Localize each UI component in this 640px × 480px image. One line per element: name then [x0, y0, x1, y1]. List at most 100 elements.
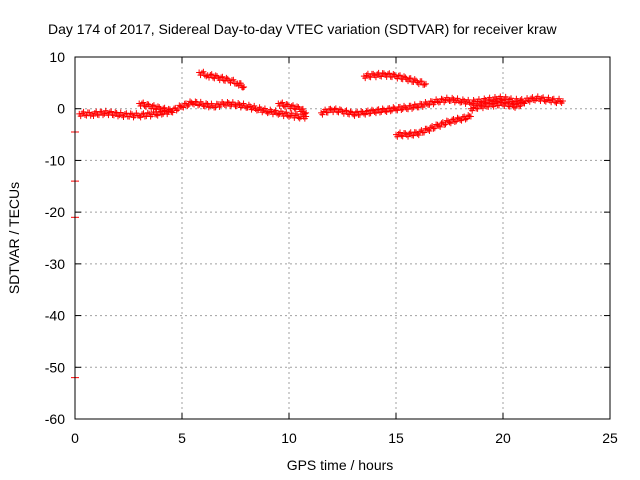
data-point [279, 99, 286, 106]
data-point [545, 94, 552, 101]
x-tick-label: 0 [71, 430, 79, 446]
data-point [518, 99, 525, 106]
y-tick-label: -40 [45, 308, 65, 324]
data-point [398, 107, 405, 114]
data-point [342, 108, 349, 115]
data-point [343, 107, 350, 114]
data-point [168, 108, 175, 115]
data-point [386, 70, 393, 77]
data-point [322, 106, 329, 113]
data-point [534, 93, 541, 100]
data-point [299, 105, 306, 112]
data-point [526, 98, 533, 105]
data-point [401, 73, 408, 80]
data-point [362, 75, 369, 82]
data-point [430, 125, 437, 132]
data-point [160, 105, 167, 112]
data-point [421, 129, 428, 136]
data-point [265, 109, 272, 116]
data-point [230, 76, 237, 83]
data-point [117, 109, 124, 116]
data-points [71, 68, 566, 379]
data-point [512, 104, 519, 111]
data-point [247, 103, 254, 110]
data-point [418, 100, 425, 107]
data-point [351, 112, 358, 119]
data-point [90, 112, 97, 119]
y-tick-label: -20 [45, 204, 65, 220]
data-point [508, 100, 515, 107]
data-point [324, 109, 331, 116]
data-point [469, 107, 476, 114]
data-point [376, 109, 383, 116]
data-point [149, 103, 156, 110]
data-point [146, 110, 153, 117]
data-point [112, 109, 119, 116]
data-point [413, 129, 420, 136]
data-point [137, 114, 144, 121]
data-point [239, 84, 246, 91]
data-point [390, 104, 397, 111]
data-point [208, 71, 215, 78]
data-point [393, 106, 399, 113]
data-point [431, 125, 438, 132]
data-point [380, 70, 387, 77]
data-point [485, 103, 492, 110]
data-point [405, 78, 412, 85]
data-point [434, 98, 441, 105]
data-point [154, 103, 161, 110]
data-point [441, 122, 448, 129]
plot-frame [74, 56, 611, 420]
x-tick-label: 5 [178, 430, 186, 446]
data-point [429, 98, 436, 105]
data-point [497, 93, 504, 100]
data-point [335, 109, 342, 116]
data-point [294, 111, 301, 118]
data-point [454, 95, 461, 102]
data-point [540, 94, 547, 101]
data-point [367, 74, 374, 81]
data-point [261, 105, 268, 112]
data-point [114, 113, 121, 120]
data-point [374, 106, 381, 113]
data-point [437, 123, 444, 130]
data-point [466, 99, 473, 106]
data-point [180, 104, 187, 111]
data-point [465, 96, 472, 103]
series-main-trace-1 [76, 98, 310, 122]
data-point [356, 111, 363, 118]
data-point [198, 69, 205, 76]
series-main-trace-5 [467, 99, 528, 114]
data-point [195, 102, 202, 109]
data-point [196, 101, 203, 108]
data-point [290, 102, 297, 109]
data-point [251, 102, 258, 109]
data-point [401, 102, 408, 109]
axis-ticks: 0 5 10 15 20 25 10 0 -10 -20 -30 -40 -50 -60 [45, 49, 618, 446]
data-point [192, 98, 199, 105]
data-point [207, 72, 214, 79]
x-tick-label: 20 [495, 430, 511, 446]
y-tick-label: -10 [45, 152, 65, 168]
data-point [294, 103, 301, 110]
data-point [486, 94, 493, 101]
data-point [442, 97, 449, 104]
data-point [415, 81, 422, 88]
data-point [302, 110, 309, 117]
data-point [378, 73, 385, 80]
data-point [446, 119, 453, 126]
data-point [236, 101, 243, 108]
data-point [407, 75, 414, 82]
data-point [490, 103, 497, 110]
data-point [550, 95, 557, 102]
data-point [379, 105, 386, 112]
data-point [283, 109, 290, 116]
data-point [172, 104, 179, 111]
data-point [229, 99, 236, 106]
data-point [384, 71, 391, 78]
data-point [474, 105, 481, 112]
data-point [557, 98, 564, 105]
data-point [481, 95, 488, 102]
data-point [303, 109, 310, 116]
